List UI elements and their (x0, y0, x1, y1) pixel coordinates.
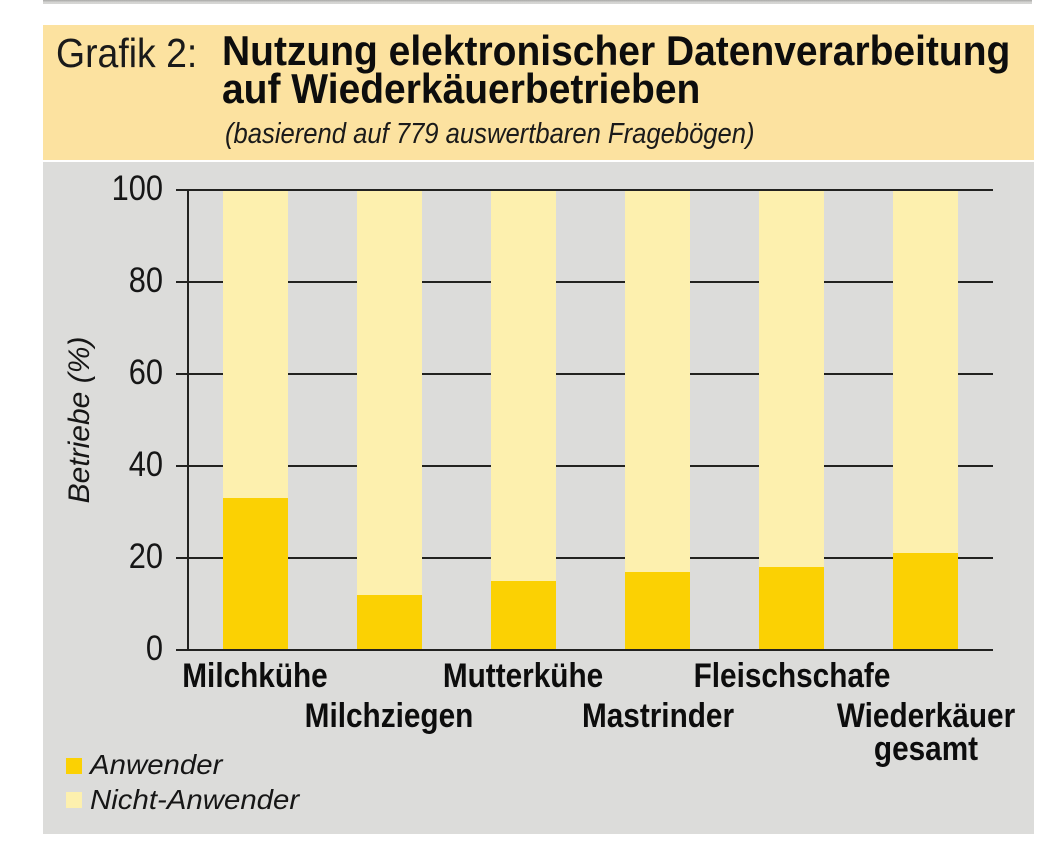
y-tick-20 (176, 557, 190, 559)
y-tick-label-60: 60 (128, 352, 163, 392)
bar-2-nicht-anwender (356, 190, 422, 595)
y-tick-label-100: 100 (111, 168, 163, 208)
y-tick-label-40: 40 (128, 444, 163, 484)
bar-6-nicht-anwender (893, 190, 959, 554)
category-label-4: Mastrinder (581, 696, 734, 735)
y-tick-label-0: 0 (145, 628, 163, 668)
y-axis-line (187, 189, 189, 651)
bar-3-anwender (490, 581, 556, 650)
category-label-2: Milchziegen (304, 696, 474, 735)
y-tick-40 (176, 465, 190, 467)
chart-subtitle: (basierend auf 779 auswertbaren Fragebög… (225, 118, 755, 150)
page-top-strip (43, 0, 1032, 4)
bar-5-anwender (759, 567, 825, 650)
axis-line-0 (176, 649, 993, 651)
category-label-3: Mutterkühe (443, 656, 604, 695)
axis-line-100 (176, 189, 993, 191)
bar-5-nicht-anwender (759, 190, 825, 568)
y-axis-title: Betriebe (%) (63, 336, 96, 504)
legend-swatch-anwender (66, 758, 82, 774)
category-label-6: Wiederkäuer gesamt (836, 696, 1016, 768)
legend-label-anwender: Anwender (90, 749, 223, 781)
bar-3-nicht-anwender (490, 190, 556, 581)
gridline-20 (176, 557, 993, 559)
bar-1-anwender (222, 498, 288, 650)
gridline-40 (176, 465, 993, 467)
chart-title-line2: auf Wiederkäuerbetrieben (222, 65, 701, 112)
category-label-1: Milchkühe (182, 656, 328, 695)
chart-title: Nutzung elektronischer Datenverarbeitung… (222, 27, 1011, 112)
gridline-80 (176, 281, 993, 283)
bar-4-anwender (625, 571, 691, 650)
chart-header: Grafik 2: Nutzung elektronischer Datenve… (43, 25, 1034, 160)
legend-label-nicht-anwender: Nicht-Anwender (90, 784, 300, 816)
figure-number-label: Grafik 2: (56, 30, 198, 76)
bar-1-nicht-anwender (222, 190, 288, 499)
y-tick-60 (176, 373, 190, 375)
y-tick-80 (176, 281, 190, 283)
y-tick-label-80: 80 (128, 260, 163, 300)
legend-swatch-nicht-anwender (66, 792, 82, 808)
bar-6-anwender (893, 553, 959, 650)
y-tick-label-20: 20 (128, 536, 163, 576)
bar-2-anwender (356, 594, 422, 650)
gridline-60 (176, 373, 993, 375)
bar-4-nicht-anwender (625, 190, 691, 572)
category-label-5: Fleischschafe (693, 656, 891, 695)
chart-plot-panel: 0 20 40 60 80 100 Betriebe (%) Milchkühe Milch… (43, 162, 1034, 834)
chart-title-line1: Nutzung elektronischer Datenverarbeitung (222, 27, 1011, 74)
